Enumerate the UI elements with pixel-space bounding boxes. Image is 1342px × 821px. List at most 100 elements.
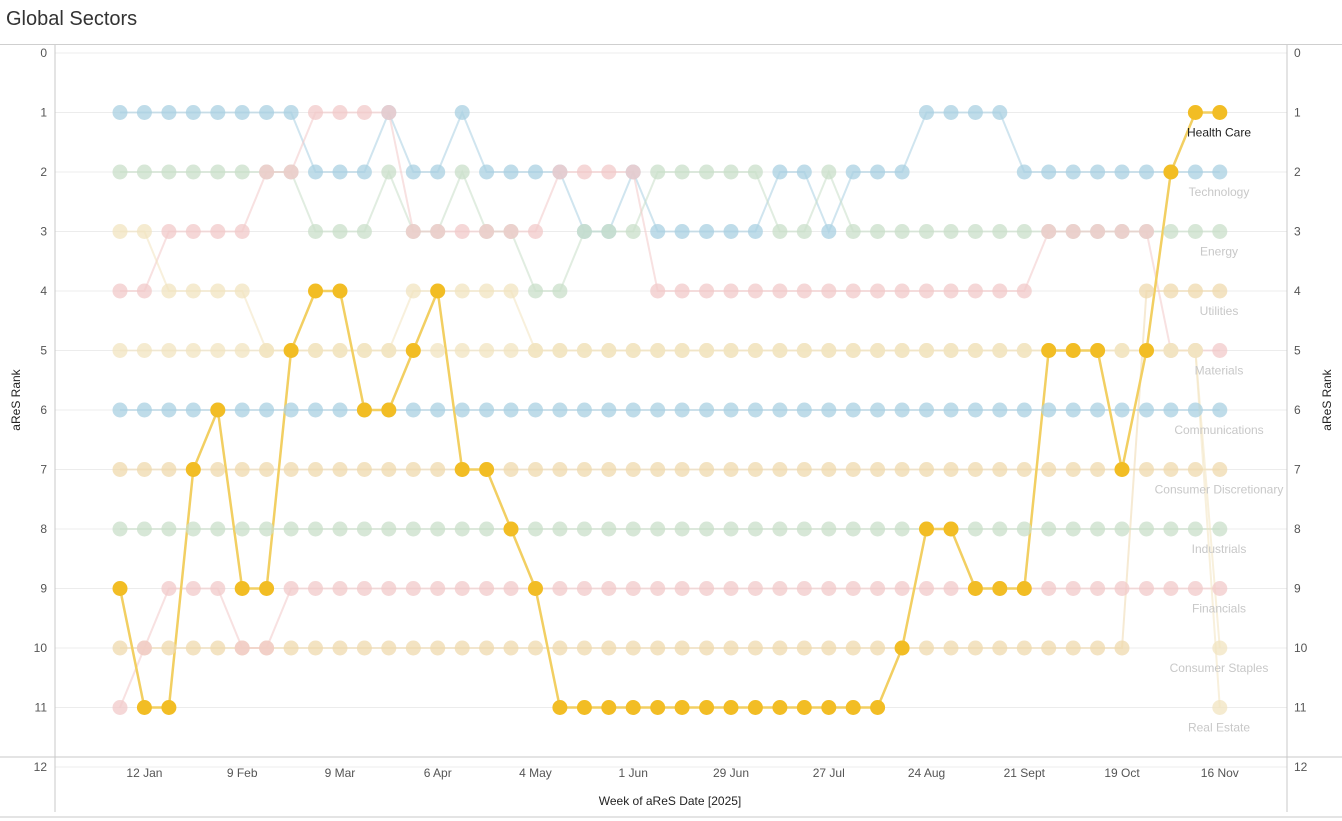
point-communications xyxy=(992,402,1008,418)
point-materials xyxy=(1041,224,1057,239)
point-consumer-discretionary xyxy=(576,462,592,477)
point-financials xyxy=(283,581,299,596)
point-real-estate xyxy=(625,343,641,358)
y-axis-title-right: aReS Rank xyxy=(1320,368,1334,430)
point-technology xyxy=(234,105,250,120)
y-tick-right-4: 4 xyxy=(1294,284,1301,298)
point-utilities xyxy=(430,640,446,656)
point-communications xyxy=(283,402,299,418)
x-tick-label: 1 Jun xyxy=(619,766,648,780)
point-materials xyxy=(356,105,372,120)
point-utilities xyxy=(870,640,886,656)
point-health-care xyxy=(332,283,348,299)
y-tick-right-10: 10 xyxy=(1294,641,1308,655)
point-consumer-discretionary xyxy=(650,462,666,477)
point-health-care xyxy=(381,402,397,418)
point-utilities xyxy=(552,640,568,656)
point-financials xyxy=(332,581,348,596)
point-financials xyxy=(356,581,372,596)
point-real-estate xyxy=(772,343,788,358)
point-industrials xyxy=(1212,521,1228,537)
point-materials xyxy=(601,164,617,180)
point-materials xyxy=(552,164,568,180)
point-industrials xyxy=(1187,521,1203,537)
point-utilities xyxy=(821,640,837,656)
point-technology xyxy=(479,164,495,180)
point-consumer-staples xyxy=(234,343,250,358)
point-materials xyxy=(259,164,275,180)
point-health-care xyxy=(772,700,788,715)
y-tick-right-6: 6 xyxy=(1294,403,1301,417)
point-health-care xyxy=(601,700,617,715)
point-health-care xyxy=(625,700,641,715)
point-utilities xyxy=(992,640,1008,656)
point-industrials xyxy=(136,521,152,537)
point-technology xyxy=(919,105,934,120)
point-communications xyxy=(332,402,348,418)
point-health-care xyxy=(821,700,837,715)
point-materials xyxy=(943,283,959,299)
point-industrials xyxy=(967,521,983,537)
point-materials xyxy=(747,283,763,299)
point-real-estate xyxy=(650,343,666,358)
point-financials xyxy=(1041,581,1057,596)
point-communications xyxy=(552,402,568,418)
series-line-materials xyxy=(120,111,1220,352)
point-utilities xyxy=(381,640,397,656)
point-materials xyxy=(870,283,886,299)
point-utilities xyxy=(1212,283,1228,299)
point-technology xyxy=(747,224,763,239)
point-financials xyxy=(919,581,934,596)
point-health-care xyxy=(870,700,886,715)
point-industrials xyxy=(1041,521,1057,537)
point-communications xyxy=(699,402,715,418)
point-communications xyxy=(845,402,861,418)
point-health-care xyxy=(112,581,128,596)
point-communications xyxy=(919,402,934,418)
point-technology xyxy=(1016,164,1032,180)
point-consumer-discretionary xyxy=(552,462,568,477)
y-tick-left-8: 8 xyxy=(40,522,47,536)
point-health-care xyxy=(552,700,568,715)
point-real-estate xyxy=(112,224,128,239)
point-consumer-discretionary xyxy=(601,462,617,477)
y-tick-left-10: 10 xyxy=(34,641,48,655)
point-materials xyxy=(112,283,128,299)
point-real-estate xyxy=(503,283,519,299)
point-industrials xyxy=(454,521,470,537)
point-energy xyxy=(161,164,177,180)
point-consumer-discretionary xyxy=(405,462,421,477)
point-consumer-discretionary xyxy=(503,462,519,477)
point-utilities xyxy=(479,640,495,656)
point-health-care xyxy=(234,581,250,596)
point-materials xyxy=(1114,224,1130,239)
point-utilities xyxy=(405,640,421,656)
y-tick-left-11: 11 xyxy=(35,701,48,715)
point-consumer-discretionary xyxy=(723,462,739,477)
point-energy xyxy=(528,283,543,299)
point-utilities xyxy=(1114,640,1130,656)
point-materials xyxy=(919,283,934,299)
point-consumer-discretionary xyxy=(796,462,812,477)
point-financials xyxy=(430,581,446,596)
point-financials xyxy=(943,581,959,596)
point-technology xyxy=(1187,164,1203,180)
end-label-communications: Communications xyxy=(1174,423,1263,437)
point-materials xyxy=(1212,343,1228,358)
point-industrials xyxy=(479,521,495,537)
point-health-care xyxy=(136,700,152,715)
y-tick-right-1: 1 xyxy=(1294,106,1301,120)
point-technology xyxy=(674,224,690,239)
point-industrials xyxy=(870,521,886,537)
point-technology xyxy=(772,164,788,180)
point-health-care xyxy=(161,700,177,715)
point-energy xyxy=(650,164,666,180)
point-health-care xyxy=(747,700,763,715)
point-utilities xyxy=(161,640,177,656)
point-utilities xyxy=(454,640,470,656)
y-tick-left-2: 2 xyxy=(40,165,47,179)
point-consumer-discretionary xyxy=(747,462,763,477)
point-utilities xyxy=(1187,283,1203,299)
point-communications xyxy=(1187,402,1203,418)
